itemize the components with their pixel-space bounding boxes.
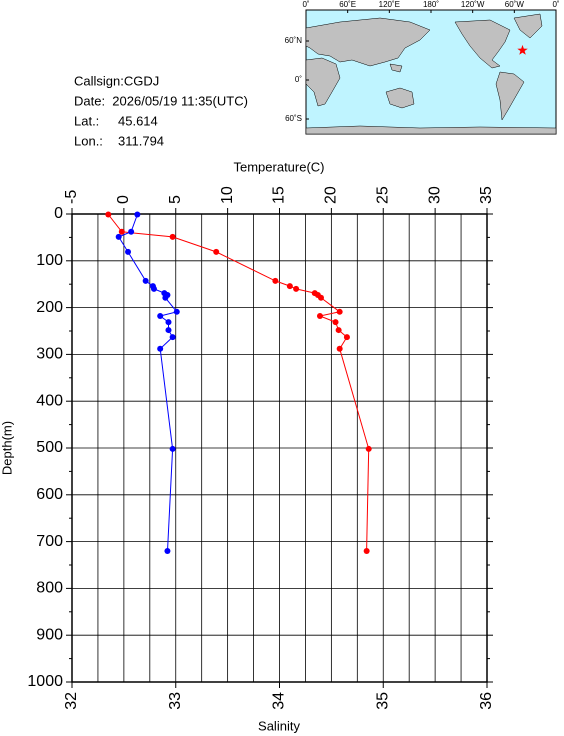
map-y-tick-label: 0˚ <box>295 75 302 84</box>
profile-point <box>165 319 172 326</box>
date: Date: 2026/05/19 11:35(UTC) <box>74 93 248 108</box>
profile-point <box>286 283 293 290</box>
map-y-tick-label: 60˚S <box>285 114 302 123</box>
map-x-tick-label: 0˚ <box>552 0 559 9</box>
lat-value: 45.614 <box>118 113 158 128</box>
x-tick-label: 33 <box>167 692 184 710</box>
y-tick-label: 500 <box>36 439 63 456</box>
y-tick-label: 300 <box>36 346 63 363</box>
plot: Temperature(C) Salinity Depth(m) 0100200… <box>0 159 495 733</box>
land <box>305 13 557 135</box>
map-x-tick-label: 0˚ <box>302 0 309 9</box>
profile-point <box>336 345 343 352</box>
lon-label: Lon.: <box>74 133 103 148</box>
y-axis-label: Depth(m) <box>0 421 14 475</box>
profile-point <box>332 319 339 326</box>
x2-tick-label: 35 <box>478 186 495 204</box>
y-tick-label: 600 <box>36 486 63 503</box>
x2-tick-label: 5 <box>167 195 184 204</box>
map: 0˚ 60˚E 120˚E 180˚ 120˚W 60˚W 0˚ 60˚N 0˚ 60˚S <box>285 0 560 135</box>
profile-point <box>157 345 164 352</box>
profile-point <box>318 294 324 301</box>
x-axis-label: Salinity <box>258 718 300 733</box>
profile-point <box>142 277 149 284</box>
profile-point <box>115 233 122 240</box>
x2-tick-label: 15 <box>271 186 288 204</box>
profile-point <box>128 228 135 235</box>
y-tick-label: 800 <box>36 580 63 597</box>
profile-line <box>107 214 370 552</box>
info-block: Callsign:CGDJ Date: 2026/05/19 11:35(UTC… <box>74 73 248 148</box>
profile-point <box>336 308 343 315</box>
x-tick-label: 36 <box>478 692 495 710</box>
y-tick-label: 1000 <box>27 673 63 690</box>
y-tick-label: 0 <box>54 205 63 222</box>
lat-label: Lat.: <box>74 113 99 128</box>
y-tick-label: 100 <box>36 252 63 269</box>
profile-point <box>272 277 279 284</box>
x2-tick-label: 25 <box>374 186 391 204</box>
profile-point <box>213 248 220 255</box>
map-x-tick-label: 120˚E <box>379 0 400 9</box>
callsign: Callsign:CGDJ <box>74 73 159 88</box>
profile-point <box>363 547 370 554</box>
profile-point <box>335 327 342 334</box>
y-tick-label: 200 <box>36 299 63 316</box>
position-marker <box>517 44 528 55</box>
profile-point <box>343 334 350 341</box>
profile-point <box>134 211 141 218</box>
map-x-tick-label: 60˚E <box>339 0 356 9</box>
x2-tick-label: 10 <box>219 186 236 204</box>
profile-point <box>173 308 180 315</box>
x-tick-label: 35 <box>374 692 391 710</box>
x2-tick-label: 0 <box>115 195 132 204</box>
x2-tick-label: 20 <box>323 186 340 204</box>
profile-point <box>365 445 372 452</box>
y-tick-label: 700 <box>36 533 63 550</box>
profile-point <box>157 313 164 320</box>
x2-tick-label: 30 <box>426 186 443 204</box>
profile-point <box>150 285 157 292</box>
profile-line <box>117 214 178 552</box>
profile-point <box>316 313 323 320</box>
map-x-tick-label: 60˚W <box>505 0 525 9</box>
y-tick-label: 900 <box>36 626 63 643</box>
map-y-tick-label: 60˚N <box>285 36 303 45</box>
x-tick-label: 34 <box>271 692 288 710</box>
y-tick-label: 400 <box>36 392 63 409</box>
profile-point <box>125 248 132 255</box>
profile-point <box>164 547 171 554</box>
profile-point <box>162 294 169 301</box>
profile-point <box>169 445 176 452</box>
profile-point <box>118 228 125 235</box>
lon-value: 311.794 <box>118 133 164 148</box>
map-x-tick-label: 120˚W <box>461 0 485 9</box>
x2-tick-label: -5 <box>63 190 80 204</box>
map-x-tick-label: 180˚ <box>423 0 439 9</box>
profile-point <box>165 327 172 334</box>
profile-point <box>169 334 176 341</box>
profile-point <box>169 233 176 240</box>
profile-point <box>105 211 112 218</box>
x2-axis-label: Temperature(C) <box>233 159 324 174</box>
profile-point <box>293 285 300 292</box>
x-tick-label: 32 <box>63 692 80 710</box>
